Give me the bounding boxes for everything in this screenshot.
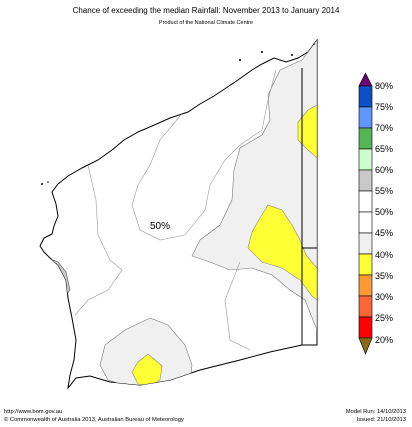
legend-label: 50% xyxy=(375,207,393,217)
footer-right: Model Run: 14/10/2013 Issued: 21/10/2013 xyxy=(346,408,406,424)
contour-50-south xyxy=(224,261,251,351)
legend-swatch-40-45 xyxy=(358,232,373,255)
coastal-islands xyxy=(41,43,315,185)
legend-swatch-20-25 xyxy=(358,316,373,339)
legend-label: 25% xyxy=(375,313,393,323)
legend-label: 55% xyxy=(375,186,393,196)
legend-swatch-30-35 xyxy=(358,274,373,297)
legend-swatch-75-80 xyxy=(358,85,373,108)
legend-label: 20% xyxy=(375,335,393,345)
footer-model-run: Model Run: 14/10/2013 xyxy=(345,409,406,415)
region-35-40-northeast xyxy=(297,104,317,159)
region-35-40-east xyxy=(247,204,317,301)
legend-swatch-55-60 xyxy=(358,169,373,192)
legend-label: 45% xyxy=(375,228,393,238)
map-label-50: 50% xyxy=(150,221,170,232)
legend-arrow-bottom xyxy=(358,337,373,355)
legend-label: 40% xyxy=(375,250,393,260)
legend-swatch-50-55 xyxy=(358,190,373,213)
footer-left: http://www.bom.gov.au © Commonwealth of … xyxy=(4,408,184,424)
legend-swatch-45-50 xyxy=(358,211,373,234)
footer-copyright: © Commonwealth of Australia 2013, Austra… xyxy=(4,417,184,423)
footer-issued: Issued: 21/10/2013 xyxy=(356,417,406,423)
legend-swatch-35-40 xyxy=(358,253,373,276)
legend-swatch-25-30 xyxy=(358,295,373,318)
contour-50 xyxy=(131,69,277,241)
legend-swatch-65-70 xyxy=(358,127,373,150)
legend-label: 75% xyxy=(375,102,393,112)
legend-label: 80% xyxy=(375,81,393,91)
map-title: Chance of exceeding the median Rainfall:… xyxy=(72,6,340,15)
legend-swatch-70-75 xyxy=(358,106,373,129)
legend-arrow-top xyxy=(358,72,373,87)
legend-label: 35% xyxy=(375,271,393,281)
contour-50-west xyxy=(74,164,123,316)
legend-label: 30% xyxy=(375,292,393,302)
wa-landmass xyxy=(39,38,318,390)
footer-website: http://www.bom.gov.au xyxy=(4,409,63,415)
legend-swatch-60-65 xyxy=(358,148,373,171)
legend-label: 65% xyxy=(375,144,393,154)
legend-label: 60% xyxy=(375,165,393,175)
legend: 80% 75% 70% 65% 60% 55% 50% 45% 40% 35% … xyxy=(358,72,393,355)
map-subtitle: Product of the National Climate Centre xyxy=(158,20,254,26)
legend-label: 70% xyxy=(375,123,393,133)
